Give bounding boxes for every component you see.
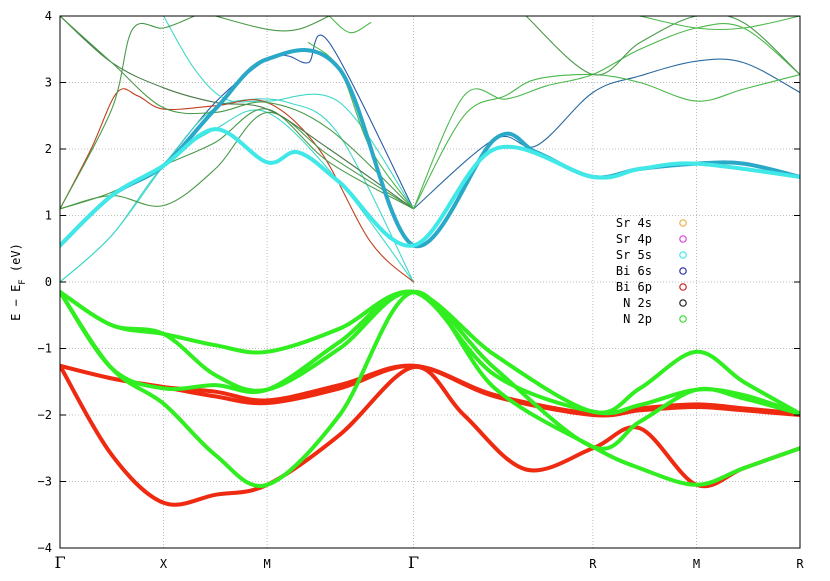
y-tick-label: 0	[45, 275, 52, 289]
grid	[60, 16, 800, 548]
x-tick-label: R	[796, 557, 804, 571]
legend-entry-marker	[679, 267, 687, 275]
x-tick-label: M	[263, 557, 270, 571]
legend-entry-label: Sr 4p	[616, 232, 652, 246]
y-axis-label: E − EF (eV)	[9, 243, 28, 321]
legend-entry-marker	[679, 219, 687, 227]
x-tick-label: Γ	[54, 553, 65, 572]
band-line	[307, 42, 415, 210]
y-axis-label-main: E − E	[9, 285, 23, 321]
y-tick-label: 3	[45, 76, 52, 90]
y-axis-label-sub: F	[18, 279, 28, 284]
legend-entry-label: Bi 6p	[616, 280, 652, 294]
band-line	[60, 88, 415, 283]
legend-entry-marker	[679, 251, 687, 259]
y-tick-label: 1	[45, 209, 52, 223]
band-line	[60, 48, 800, 249]
legend-entry-marker	[679, 283, 687, 291]
legend: Sr 4s Sr 4p Sr 5s Bi 6s Bi 6p N 2s N 2p	[616, 216, 687, 326]
y-tick-label: 4	[45, 9, 52, 23]
legend-entry-label: Bi 6s	[616, 264, 652, 278]
band-line	[412, 23, 800, 210]
band-line	[60, 363, 800, 507]
band-line	[525, 16, 800, 76]
band-line	[60, 289, 800, 416]
y-tick-label: −4	[38, 541, 52, 555]
y-axis-ticks: −4 −3 −2 −1 0 1 2 3 4	[38, 9, 800, 555]
y-tick-label: −1	[38, 342, 52, 356]
legend-entry-marker	[679, 299, 687, 307]
band-line	[639, 16, 800, 31]
band-line	[412, 58, 800, 210]
legend-entry-label: N 2s	[623, 296, 652, 310]
legend-entry-label: Sr 5s	[616, 248, 652, 262]
band-line	[60, 108, 415, 210]
legend-entry-marker	[679, 235, 687, 243]
legend-entry-marker	[679, 315, 687, 323]
band-line	[60, 289, 800, 416]
band-line	[163, 16, 415, 210]
legend-entry-label: N 2p	[623, 312, 652, 326]
y-axis-label-unit: (eV)	[9, 243, 23, 279]
x-tick-label: X	[160, 557, 168, 571]
band-line	[214, 16, 330, 32]
x-tick-label: Γ	[408, 553, 419, 572]
x-tick-label: R	[589, 557, 597, 571]
band-line	[60, 16, 415, 210]
y-tick-label: 2	[45, 142, 52, 156]
x-tick-label: M	[693, 557, 700, 571]
band-line	[60, 98, 415, 283]
band-line	[412, 73, 800, 210]
legend-entry-label: Sr 4s	[616, 216, 652, 230]
band-series	[60, 16, 800, 507]
band-line	[60, 127, 800, 248]
band-line	[328, 16, 372, 34]
y-tick-label: −2	[38, 408, 52, 422]
band-line	[60, 289, 800, 488]
band-line	[60, 16, 196, 210]
y-tick-label: −3	[38, 475, 52, 489]
